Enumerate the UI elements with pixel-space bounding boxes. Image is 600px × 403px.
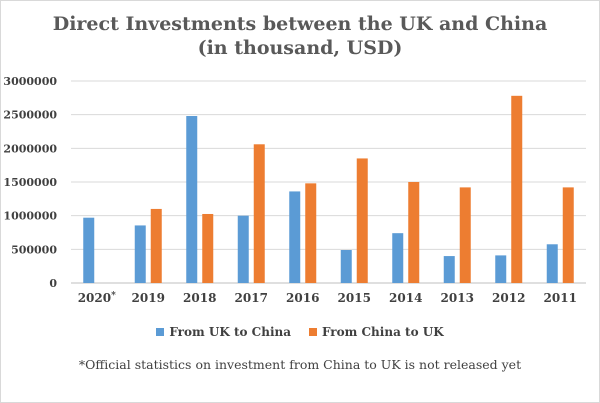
y-tick-label: 1500000 [3, 176, 57, 189]
bar-china-to-uk-2015 [356, 158, 368, 283]
legend: From UK to China From China to UK [1, 325, 599, 339]
bar-china-to-uk-2012 [511, 95, 523, 284]
bar-uk-to-china-2015 [340, 250, 352, 283]
y-tick-label: 2000000 [3, 142, 57, 155]
bar-uk-to-china-2017 [237, 215, 249, 283]
bar-uk-to-china-2016 [289, 191, 301, 283]
legend-label-uk-to-china: From UK to China [169, 325, 291, 339]
bar-china-to-uk-2017 [253, 144, 265, 283]
y-tick-label: 1000000 [3, 210, 57, 223]
x-tick-label: 2011 [544, 291, 577, 305]
x-tick-label: 2013 [441, 291, 474, 305]
x-tick-label: 2012 [492, 291, 525, 305]
bar-china-to-uk-2014 [408, 182, 420, 283]
x-tick-label: 2020* [78, 291, 116, 305]
footnote: *Official statistics on investment from … [78, 357, 522, 372]
legend-swatch-china-to-uk [309, 328, 317, 336]
legend-item-china-to-uk: From China to UK [309, 325, 444, 339]
x-tick-label: 2019 [132, 291, 165, 305]
x-tick-label: 2018 [183, 291, 216, 305]
y-tick-label: 2500000 [3, 109, 57, 122]
chart-title: Direct Investments between the UK and Ch… [52, 13, 548, 35]
y-axis-ticks: 0 500000 1000000 1500000 2000000 2500000 30000… [3, 75, 57, 290]
y-tick-label: 500000 [11, 243, 57, 256]
x-tick-label: 2015 [338, 291, 371, 305]
legend-item-uk-to-china: From UK to China [156, 325, 291, 339]
legend-swatch-uk-to-china [156, 328, 165, 336]
y-tick-label: 0 [49, 277, 57, 290]
chart-subtitle: (in thousand, USD) [197, 37, 403, 59]
bar-china-to-uk-2018 [202, 213, 214, 283]
bar-uk-to-china-2012 [495, 255, 507, 283]
bar-china-to-uk-2011 [562, 187, 574, 283]
y-tick-label: 3000000 [3, 75, 57, 88]
x-tick-label: 2016 [286, 291, 319, 305]
gridlines [71, 80, 586, 284]
legend-label-china-to-uk: From China to UK [322, 325, 444, 339]
x-tick-label: 2014 [389, 291, 422, 305]
bar-uk-to-china-2014 [392, 233, 404, 283]
bars [83, 95, 574, 284]
x-tick-mark: * [111, 291, 116, 301]
bar-uk-to-china-2019 [134, 225, 146, 283]
bar-china-to-uk-2013 [459, 187, 471, 283]
x-axis-ticks: 2020* 2019 2018 2017 2016 2015 2014 2013 2012 201… [78, 291, 577, 305]
bar-china-to-uk-2019 [150, 208, 162, 283]
bar-uk-to-china-2013 [443, 256, 455, 283]
bar-uk-to-china-2020 [83, 217, 95, 283]
bar-chart: 0 500000 1000000 1500000 2000000 2500000 30000… [3, 75, 586, 305]
bar-china-to-uk-2016 [305, 183, 317, 283]
x-tick-label: 2017 [235, 291, 268, 305]
bar-uk-to-china-2011 [546, 244, 558, 283]
bar-uk-to-china-2018 [186, 116, 198, 283]
